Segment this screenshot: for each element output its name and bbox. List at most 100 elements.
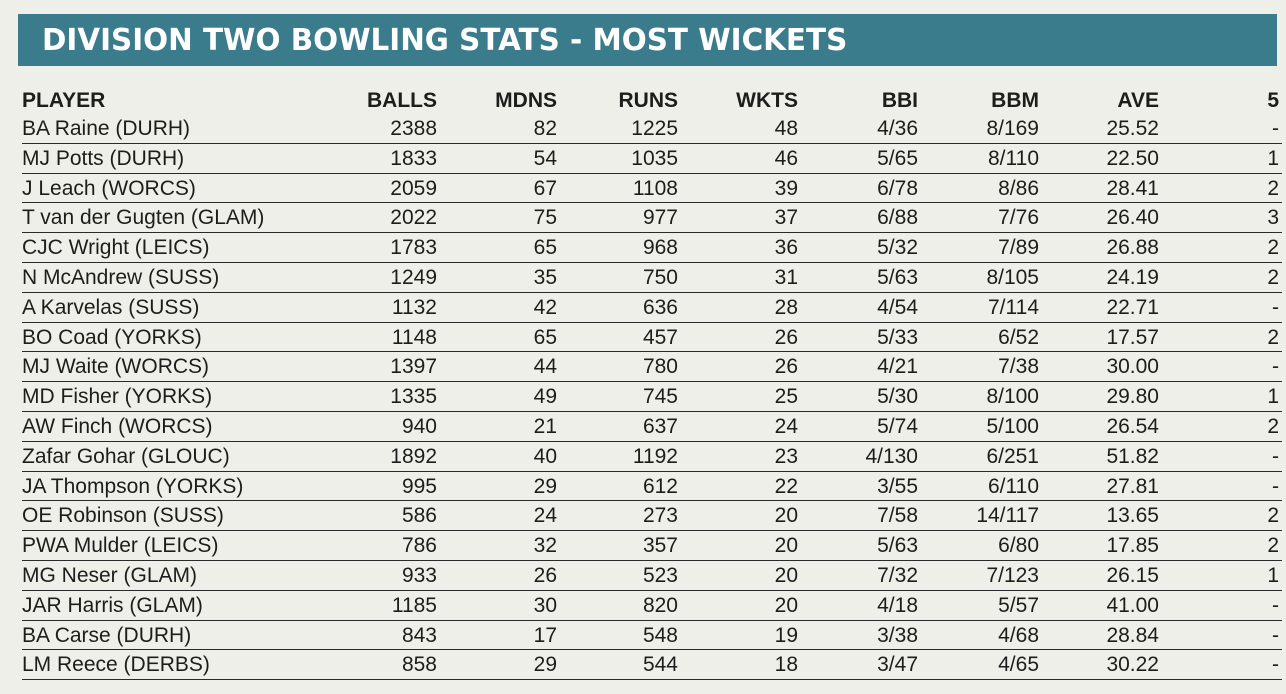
cell-mdns: 54	[533, 146, 557, 170]
table-row: BO Coad (YORKS) 1148 65 457 26 5/33 6/52 17.57 2	[22, 323, 1282, 353]
cell-runs: 977	[642, 206, 678, 230]
cell-runs: 637	[642, 414, 678, 438]
cell-ave: 27.81	[1106, 474, 1159, 498]
cell-bbm: 4/65	[998, 653, 1039, 677]
cell-player: PWA Mulder (LEICS)	[22, 534, 219, 558]
cell-bbm: 5/100	[986, 414, 1039, 438]
cell-balls: 1397	[390, 355, 437, 379]
cell-ave: 13.65	[1106, 504, 1159, 528]
cell-bbi: 5/63	[877, 534, 918, 558]
cell-player: CJC Wright (LEICS)	[22, 236, 210, 260]
cell-player: LM Reece (DERBS)	[22, 653, 210, 677]
cell-mdns: 24	[533, 504, 557, 528]
cell-bbm: 8/110	[988, 146, 1039, 170]
cell-bbi: 7/32	[877, 563, 918, 587]
cell-wkts: 39	[774, 176, 798, 200]
cell-ave: 28.41	[1106, 176, 1159, 200]
cell-mdns: 30	[533, 593, 557, 617]
cell-five: -	[1272, 474, 1279, 498]
cell-bbi: 5/65	[877, 146, 918, 170]
cell-bbi: 3/38	[877, 623, 918, 647]
cell-bbm: 8/100	[986, 385, 1039, 409]
cell-player: OE Robinson (SUSS)	[22, 504, 224, 528]
cell-mdns: 32	[533, 534, 557, 558]
cell-mdns: 65	[533, 236, 557, 260]
cell-balls: 1335	[390, 385, 437, 409]
page-title: DIVISION TWO BOWLING STATS - MOST WICKET…	[42, 23, 848, 58]
table-row: JA Thompson (YORKS) 995 29 612 22 3/55 6/110 27…	[22, 472, 1282, 502]
header-balls: BALLS	[367, 89, 437, 112]
cell-bbm: 8/169	[986, 117, 1039, 140]
cell-mdns: 44	[533, 355, 557, 379]
cell-ave: 30.22	[1106, 653, 1159, 677]
cell-five: 2	[1267, 325, 1279, 349]
cell-wkts: 20	[774, 563, 798, 587]
cell-bbi: 4/18	[877, 593, 918, 617]
cell-five: -	[1272, 444, 1279, 468]
cell-bbm: 7/89	[998, 236, 1039, 260]
cell-ave: 25.52	[1106, 117, 1159, 140]
cell-bbi: 5/32	[877, 236, 918, 260]
cell-wkts: 19	[774, 623, 798, 647]
cell-mdns: 29	[533, 474, 557, 498]
cell-bbi: 3/55	[877, 474, 918, 498]
cell-five: -	[1272, 653, 1279, 677]
cell-bbm: 6/52	[998, 325, 1039, 349]
cell-balls: 1148	[391, 325, 437, 349]
table-row: PWA Mulder (LEICS) 786 32 357 20 5/63 6/80 17.8…	[22, 531, 1282, 561]
cell-balls: 940	[401, 414, 437, 438]
cell-wkts: 37	[774, 206, 798, 230]
table-row: A Karvelas (SUSS) 1132 42 636 28 4/54 7/114 22.…	[22, 293, 1282, 323]
table-row: AW Finch (WORCS) 940 21 637 24 5/74 5/100 26.54…	[22, 412, 1282, 442]
cell-five: -	[1272, 295, 1279, 319]
table-row: BA Carse (DURH) 843 17 548 19 3/38 4/68 28.84 -	[22, 621, 1282, 651]
cell-balls: 2022	[390, 206, 437, 230]
cell-runs: 1192	[632, 444, 678, 468]
cell-runs: 523	[642, 563, 678, 587]
table-row: Zafar Gohar (GLOUC) 1892 40 1192 23 4/130 6/25…	[22, 442, 1282, 472]
cell-mdns: 26	[533, 563, 557, 587]
cell-mdns: 65	[533, 325, 557, 349]
table-row: OE Robinson (SUSS) 586 24 273 20 7/58 14/117 13…	[22, 501, 1282, 532]
table-row: MG Neser (GLAM) 933 26 523 20 7/32 7/123 26.15 1	[22, 561, 1282, 591]
cell-ave: 22.50	[1106, 146, 1159, 170]
table-row: LM Reece (DERBS) 858 29 544 18 3/47 4/65 30.22 -	[22, 650, 1282, 681]
cell-five: 2	[1267, 414, 1279, 438]
cell-runs: 273	[642, 504, 678, 528]
cell-wkts: 26	[774, 325, 798, 349]
cell-balls: 1892	[390, 444, 437, 468]
cell-ave: 41.00	[1106, 593, 1159, 617]
cell-ave: 24.19	[1106, 265, 1159, 289]
cell-balls: 1132	[391, 295, 437, 319]
header-player: PLAYER	[22, 89, 106, 112]
cell-five: -	[1272, 355, 1279, 379]
cell-balls: 1833	[390, 146, 437, 170]
header-mdns: MDNS	[495, 89, 557, 112]
cell-runs: 968	[642, 236, 678, 260]
cell-player: MD Fisher (YORKS)	[22, 385, 213, 409]
cell-runs: 357	[642, 534, 678, 558]
table-row: J Leach (WORCS) 2059 67 1108 39 6/78 8/86 28.41…	[22, 174, 1282, 204]
cell-bbi: 4/36	[877, 117, 918, 140]
cell-balls: 933	[401, 563, 437, 587]
cell-runs: 780	[642, 355, 678, 379]
cell-mdns: 29	[533, 653, 557, 677]
cell-wkts: 20	[774, 593, 798, 617]
cell-ave: 26.54	[1106, 414, 1159, 438]
cell-bbm: 7/76	[998, 206, 1039, 230]
cell-five: -	[1272, 593, 1279, 617]
cell-ave: 26.15	[1106, 563, 1159, 587]
cell-ave: 30.00	[1106, 355, 1159, 379]
title-banner: DIVISION TWO BOWLING STATS - MOST WICKET…	[18, 14, 1277, 66]
cell-mdns: 82	[533, 117, 557, 140]
cell-runs: 457	[642, 325, 678, 349]
table-header: PLAYER BALLS MDNS RUNS WKTS BBI BBM AVE 5	[22, 86, 1282, 114]
cell-balls: 2388	[390, 117, 437, 140]
cell-wkts: 31	[774, 265, 798, 289]
cell-bbm: 7/38	[998, 355, 1039, 379]
cell-balls: 858	[401, 653, 437, 677]
cell-runs: 820	[642, 593, 678, 617]
cell-bbm: 5/57	[998, 593, 1039, 617]
cell-bbm: 6/80	[998, 534, 1039, 558]
cell-bbi: 5/33	[877, 325, 918, 349]
